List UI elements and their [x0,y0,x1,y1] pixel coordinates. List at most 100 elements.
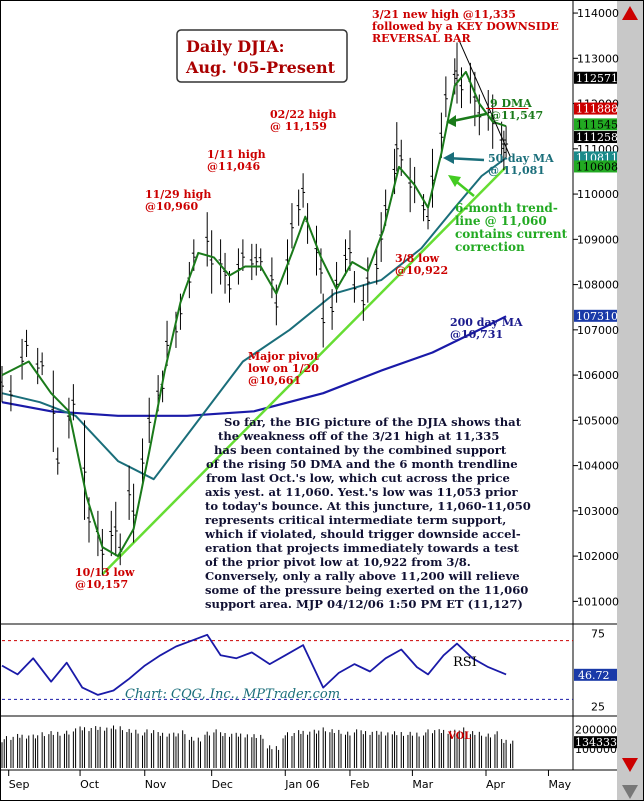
price-badge [574,71,617,84]
rsi-y-tick-label: 75 [591,627,605,640]
x-tick-label: Oct [80,778,100,791]
rsi-panel: 75 25 46.72 [1,627,617,714]
price-y-tick-label: 105000 [577,414,619,427]
price-badge-label: 110608 [576,160,618,173]
dma9-series [1,70,507,558]
annot-dma9-l1: 9 DMA [490,97,532,110]
dma9-line [1,70,507,558]
annot-dma9-l2: @11,547 [490,109,543,122]
price-y-tick-label: 109000 [577,233,619,246]
annot-trend-l4: correction [455,240,525,254]
price-y-tick-label: 106000 [577,369,619,382]
price-y-tick-label: 113000 [577,52,619,65]
x-tick-label: Feb [350,778,369,791]
annot-111-high-l2: @11,046 [207,160,260,173]
price-y-tick-label: 103000 [577,505,619,518]
rsi-badge [574,668,617,681]
dma9-arrow-icon [446,115,456,127]
commentary-line: the weakness off of the 3/21 high at 11,… [218,429,499,443]
vol-y-tick-label: 200000 [575,724,617,737]
rsi-badge-label: 46.72 [578,669,610,682]
price-bars [0,42,509,576]
price-badge-label: 111545 [576,118,618,131]
price-badge [574,102,617,115]
vol-badge-label: 134333 [575,736,617,749]
price-badge [574,151,617,164]
price-y-tick-label: 102000 [577,550,619,563]
x-tick-label: Sep [9,778,30,791]
annot-38-low-l2: @10,922 [395,264,448,277]
title-line-2: Aug. '05-Present [185,58,336,77]
ma50-series [1,157,507,481]
annot-ma200-l1: 200 day MA [450,316,523,329]
price-badge [574,118,617,131]
annot-pivot-l2: low on 1/20 [248,362,319,375]
commentary-line: axis yest. at 11,060. Yest.'s low was 11… [205,485,518,499]
scroll-down-arrow-icon[interactable] [622,758,638,772]
price-y-tick-label: 104000 [577,460,619,473]
commentary-line: eration that projects immediately toward… [205,541,520,555]
vol-badge [574,736,617,749]
resistance-line [456,35,511,157]
annot-1013-low-l2: @10,157 [75,578,128,591]
commentary-line: Conversely, only a rally above 11,200 wi… [205,569,520,583]
annot-222-high-l2: @ 11,159 [270,120,327,133]
scroll-up-arrow-icon[interactable] [622,6,638,20]
chart-credit: Chart: CQG, Inc., MPTrader.com [125,687,340,702]
ma200-series [1,315,507,417]
annot-1013-low-l1: 10/13 low [75,566,135,579]
commentary-line: from last Oct.'s low, which cut across t… [206,471,510,485]
annot-pivot-l1: Major pivot [248,350,320,363]
rsi-y-tick-label: 25 [591,701,605,714]
price-badge-label: 111258 [576,131,618,144]
price-y-tick-label: 107000 [577,324,619,337]
commentary-line: of the rising 50 DMA and the 6 month tre… [206,457,518,471]
annot-1129-high-l2: @10,960 [145,200,198,213]
commentary-line: which if violated, should trigger downsi… [204,527,521,541]
annot-ma50-l1: 50-day MA [488,152,554,165]
title-box [176,29,348,83]
price-badge [574,131,617,144]
annot-trend-l2: line @ 11,060 [455,214,547,228]
commentary-line: has been contained by the combined suppo… [214,443,507,457]
trendline-series [101,166,507,576]
annot-pivot-l3: @10,661 [248,374,301,387]
annot-321-high-l3: REVERSAL BAR [372,32,471,45]
x-tick-label: Dec [212,778,233,791]
x-tick-label: Apr [486,778,506,791]
annot-111-high-l1: 1/11 high [207,148,266,161]
commentary-line: of the prior pivot low at 10,922 from 3/… [205,555,471,569]
rsi-line [1,633,507,696]
price-badges: 1125711118881115451112581108111106081073… [574,71,618,323]
rsi-label: RSI [453,655,477,670]
annot-321-high-l1: 3/21 new high @11,335 [372,8,516,21]
price-badge-label: 111888 [576,103,618,116]
annot-ma200-l2: @10,731 [450,328,503,341]
annot-222-high-l1: 02/22 high [270,108,336,121]
scroll-end-icon[interactable] [622,785,638,799]
commentary-line: support area. MJP 04/12/06 1:50 PM ET (1… [205,597,523,611]
commentary-line: So far, the BIG picture of the DJIA show… [224,415,522,429]
price-badge-label: 112571 [576,72,618,85]
price-badge-label: 107310 [576,310,618,323]
commentary-line: represents critical intermediate term su… [205,513,506,527]
ma200-line [1,315,507,417]
scroll-strip[interactable] [617,1,643,800]
price-y-tick-label: 101000 [577,595,619,608]
annot-trend-l3: contains current [455,227,568,241]
price-badge [574,160,617,173]
annot-1129-high-l1: 11/29 high [145,188,211,201]
commentary-block: So far, the BIG picture of the DJIA show… [204,415,531,611]
annot-ma50-l2: @ 11,081 [488,164,545,177]
price-y-tick-label: 110000 [577,188,619,201]
x-tick-label: May [548,778,571,791]
vol-label: VOL [447,731,471,742]
x-axis: Sep Oct Nov Dec Jan 06 Feb Mar Apr May [8,770,572,791]
ma50-line [1,157,507,481]
annot-trend-l1: 6-month trend- [455,201,558,215]
price-y-tick-label: 114000 [577,7,619,20]
